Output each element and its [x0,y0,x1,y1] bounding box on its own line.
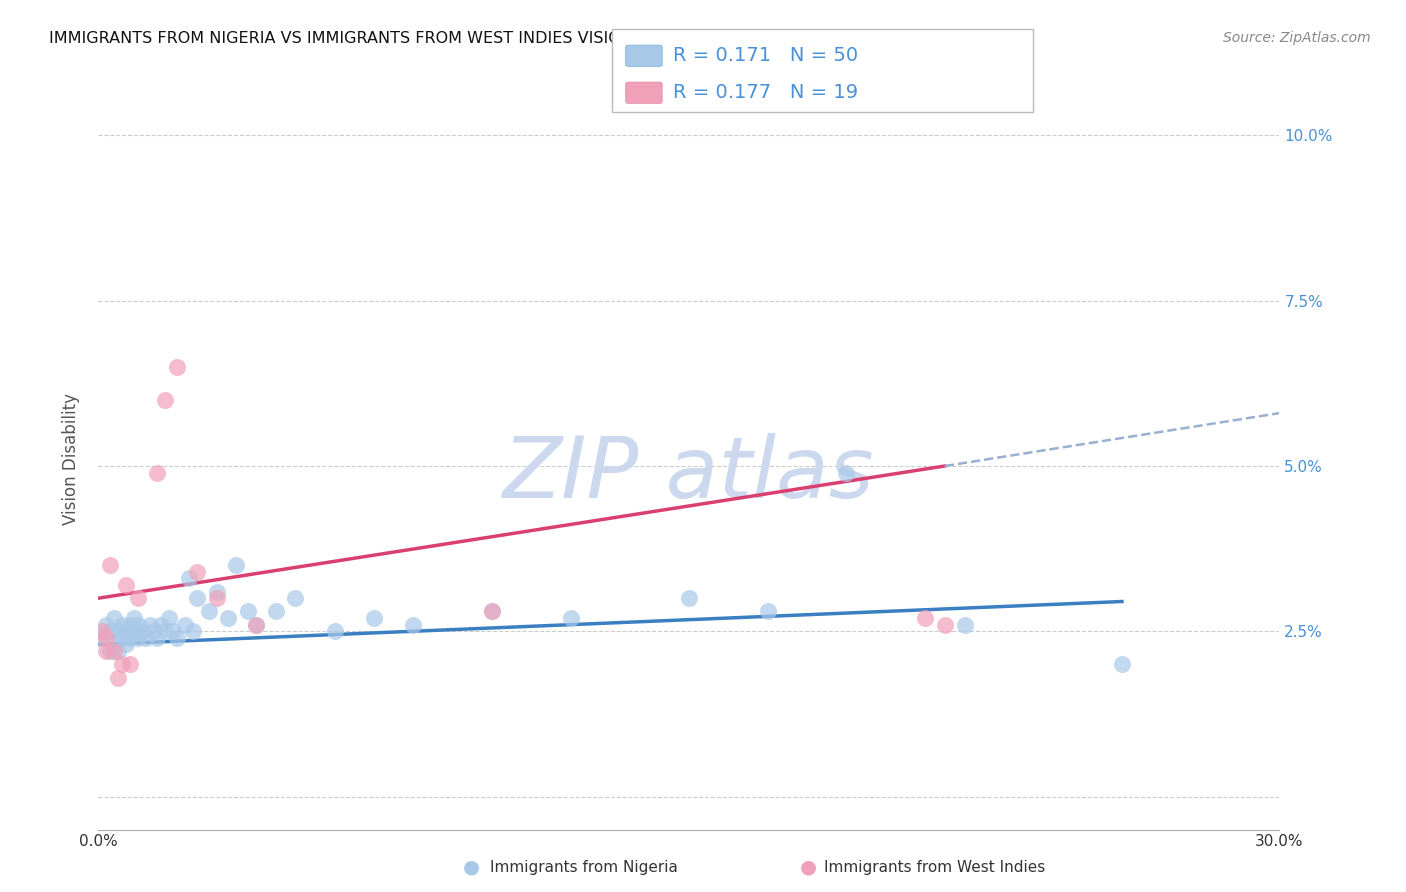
Point [225,558,247,573]
Point [217,611,239,625]
Point [157,611,180,625]
Point [96,631,118,645]
Point [323,624,346,639]
Text: R = 0.171   N = 50: R = 0.171 N = 50 [673,46,859,65]
Point [111,657,134,672]
Point [146,466,169,480]
Text: Source: ZipAtlas.com: Source: ZipAtlas.com [1223,31,1371,45]
Point [155,624,177,639]
Point [181,624,204,639]
Point [953,617,976,632]
Point [127,631,149,645]
Point [177,571,200,585]
Point [678,591,700,606]
Point [138,617,160,632]
Point [197,604,219,618]
Point [98,624,121,639]
Point [115,637,138,651]
Point [756,604,779,618]
Point [402,617,425,632]
Point [107,624,129,639]
Point [107,671,129,685]
Text: ZIP atlas: ZIP atlas [503,433,875,516]
Point [122,611,145,625]
Point [118,631,141,645]
Point [96,644,118,658]
Point [135,631,157,645]
Point [166,359,188,374]
Point [174,617,197,632]
Point [115,624,138,639]
Point [118,617,141,632]
Point [560,611,582,625]
Point [127,617,149,632]
Text: ●: ● [463,857,479,877]
Point [150,617,173,632]
Text: Immigrants from Nigeria: Immigrants from Nigeria [489,860,678,874]
Point [245,617,267,632]
Point [162,624,184,639]
Point [284,591,307,606]
Point [245,617,267,632]
Text: Immigrants from West Indies: Immigrants from West Indies [824,860,1046,874]
Point [98,644,121,658]
Text: R = 0.177   N = 19: R = 0.177 N = 19 [673,83,859,103]
Point [111,617,134,632]
Point [96,617,118,632]
Point [236,604,259,618]
Point [835,466,858,480]
Point [103,644,125,658]
Point [186,591,208,606]
Point [914,611,936,625]
Point [91,631,114,645]
Point [142,624,165,639]
Point [481,604,503,618]
Point [166,631,188,645]
Point [1111,657,1133,672]
Point [115,578,138,592]
Text: ●: ● [800,857,817,877]
Point [122,624,145,639]
Point [155,392,177,407]
Point [205,591,228,606]
Text: IMMIGRANTS FROM NIGERIA VS IMMIGRANTS FROM WEST INDIES VISION DISABILITY CORRELA: IMMIGRANTS FROM NIGERIA VS IMMIGRANTS FR… [49,31,904,46]
Point [264,604,287,618]
Point [103,611,125,625]
Point [118,657,141,672]
Point [934,617,956,632]
Point [131,624,153,639]
Point [186,565,208,579]
Point [107,644,129,658]
Point [111,631,134,645]
Y-axis label: Vision Disability: Vision Disability [62,393,80,525]
Point [103,637,125,651]
Point [91,624,114,639]
Point [98,558,121,573]
Point [146,631,169,645]
Point [481,604,503,618]
Point [205,584,228,599]
Point [363,611,385,625]
Point [127,591,149,606]
